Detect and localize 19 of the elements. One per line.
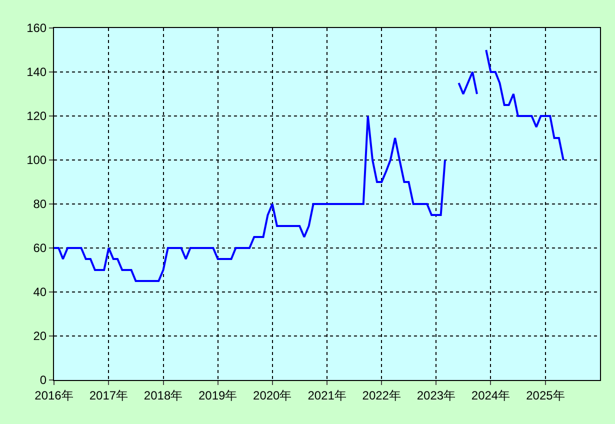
- y-tick-label: 60: [33, 241, 47, 256]
- x-tick-label: 2024年: [471, 388, 510, 402]
- y-tick-label: 80: [33, 197, 47, 212]
- x-tick-label: 2017年: [89, 388, 128, 402]
- x-tick-label: 2023年: [416, 388, 456, 402]
- x-tick-label: 2016年: [34, 388, 74, 402]
- x-tick-label: 2020年: [253, 388, 292, 402]
- y-tick-label: 140: [26, 65, 47, 80]
- x-tick-label: 2022年: [362, 388, 401, 402]
- y-tick-label: 160: [26, 21, 47, 36]
- x-tick-label: 2018年: [144, 388, 183, 402]
- y-tick-label: 0: [40, 373, 47, 388]
- y-tick-label: 20: [33, 329, 47, 344]
- x-tick-label: 2025年: [526, 388, 565, 402]
- y-tick-label: 40: [33, 285, 47, 300]
- y-tick-label: 100: [26, 153, 47, 168]
- x-tick-label: 2019年: [198, 388, 238, 402]
- y-tick-label: 120: [26, 109, 47, 124]
- x-tick-label: 2021年: [308, 388, 346, 402]
